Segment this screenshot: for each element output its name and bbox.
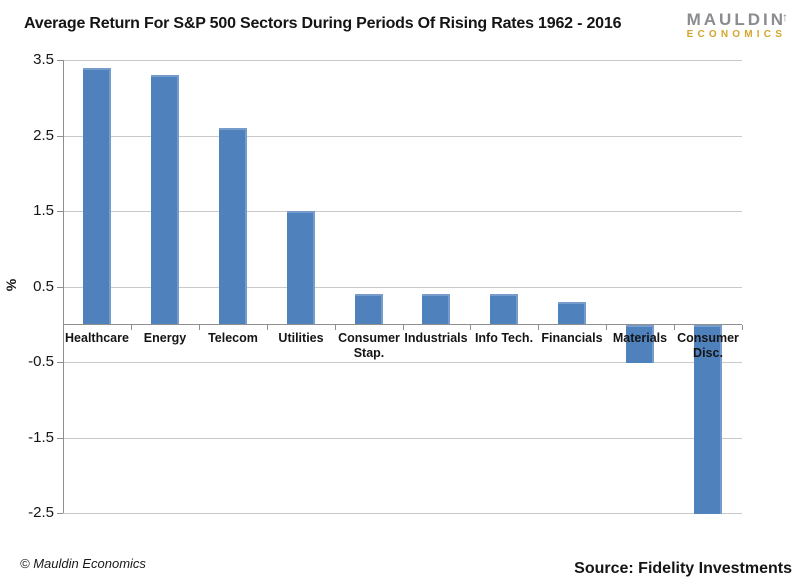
y-tick-mark xyxy=(57,60,63,61)
bar-consumer-stap xyxy=(355,294,383,324)
bar-financials xyxy=(558,302,586,324)
bar-materials xyxy=(626,325,654,363)
bar-utilities xyxy=(287,211,315,324)
category-label-info-tech: Info Tech. xyxy=(474,331,534,345)
category-label-healthcare: Healthcare xyxy=(65,331,129,345)
category-label-financials: Financials xyxy=(541,331,603,345)
y-tick-mark xyxy=(57,513,63,514)
x-tick-mark xyxy=(470,325,471,330)
chart-title: Average Return For S&P 500 Sectors Durin… xyxy=(24,15,622,32)
gridline xyxy=(63,362,742,363)
gridline xyxy=(63,513,742,514)
category-label-industrials: Industrials xyxy=(404,331,468,345)
x-tick-mark xyxy=(403,325,404,330)
category-label-utilities: Utilities xyxy=(278,331,324,345)
category-label-materials: Materials xyxy=(612,331,668,345)
bar-info-tech xyxy=(490,294,518,324)
x-tick-mark xyxy=(742,325,743,330)
y-tick-mark xyxy=(57,287,63,288)
y-tick-label: -2.5 xyxy=(28,504,54,521)
logo-economics-text: ECONOMICS xyxy=(686,29,787,40)
source-text: Source: Fidelity Investments xyxy=(574,560,792,577)
bar-consumer-disc xyxy=(694,325,722,514)
gridline xyxy=(63,136,742,137)
gridline xyxy=(63,211,742,212)
x-tick-mark xyxy=(199,325,200,330)
logo-arrow-icon: ↑ xyxy=(782,10,791,24)
y-tick-label: -1.5 xyxy=(28,429,54,446)
x-tick-mark xyxy=(538,325,539,330)
y-axis-line xyxy=(63,60,64,513)
y-tick-label: 2.5 xyxy=(33,127,54,144)
y-tick-mark xyxy=(57,211,63,212)
gridline xyxy=(63,60,742,61)
logo-wordmark: MAULDIN↑ xyxy=(687,11,791,28)
x-tick-mark xyxy=(131,325,132,330)
y-tick-label: 1.5 xyxy=(33,202,54,219)
x-tick-mark xyxy=(335,325,336,330)
x-tick-mark xyxy=(267,325,268,330)
x-tick-mark xyxy=(63,325,64,330)
y-tick-mark xyxy=(57,438,63,439)
gridline xyxy=(63,438,742,439)
bar-healthcare xyxy=(83,68,111,324)
bar-energy xyxy=(151,75,179,324)
x-axis-line xyxy=(63,324,742,325)
y-tick-label: 0.5 xyxy=(33,278,54,295)
category-label-consumer-stap: Consumer Stap. xyxy=(338,331,400,360)
logo-mauldin-text: MAULDIN xyxy=(686,10,786,29)
plot-area: 3.5 2.5 1.5 0.5 -0.5 -1.5 -2.5 Healthcare Energy… xyxy=(28,51,743,521)
category-label-energy: Energy xyxy=(143,331,187,345)
category-label-telecom: Telecom xyxy=(208,331,258,345)
y-tick-mark xyxy=(57,362,63,363)
x-tick-mark xyxy=(674,325,675,330)
mauldin-economics-logo: MAULDIN↑ ECONOMICS xyxy=(687,11,791,40)
bar-industrials xyxy=(422,294,450,324)
category-label-consumer-disc: Consumer Disc. xyxy=(677,331,739,360)
copyright-text: © Mauldin Economics xyxy=(20,556,146,571)
y-tick-mark xyxy=(57,136,63,137)
x-tick-mark xyxy=(606,325,607,330)
y-tick-label: 3.5 xyxy=(33,51,54,68)
gridline xyxy=(63,287,742,288)
bar-telecom xyxy=(219,128,247,324)
y-tick-label: -0.5 xyxy=(28,353,54,370)
